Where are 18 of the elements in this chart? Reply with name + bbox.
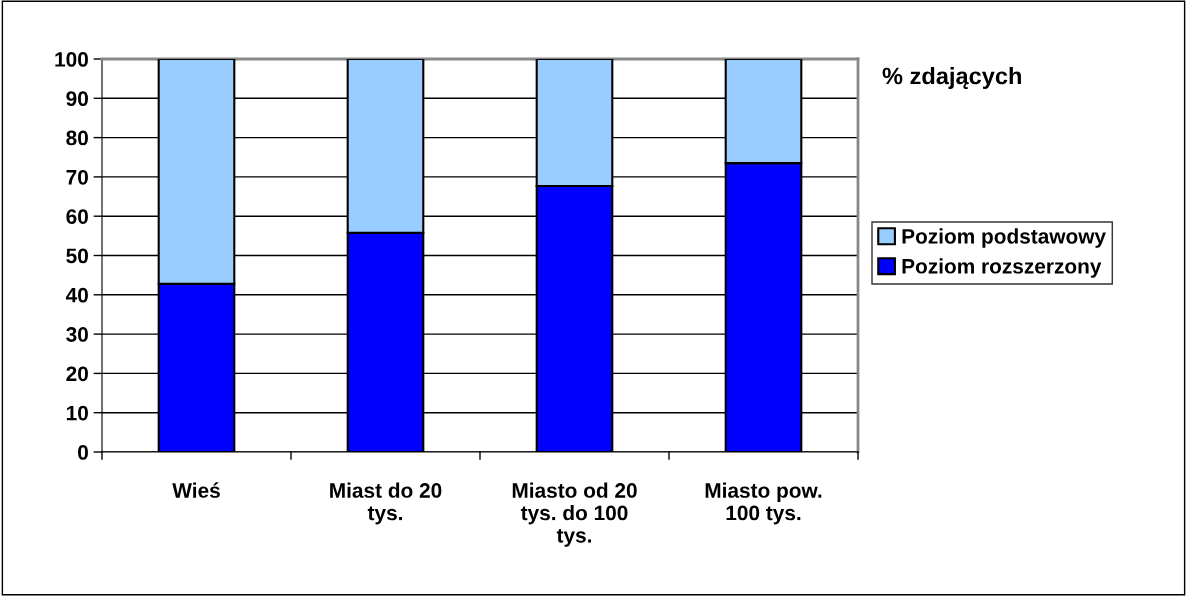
y-tick-label: 70 — [66, 169, 88, 185]
y-tick-label: 60 — [66, 209, 88, 224]
y-tick-label: 40 — [65, 287, 88, 303]
y-tick-label: 0 — [78, 445, 88, 460]
y-tick-label: 20 — [66, 366, 88, 382]
text: % zdających — [882, 67, 1021, 89]
x-tick-label: Miasto pow. 100 tys. — [705, 482, 822, 525]
x-tick-label: Miasto od 20 tys. do 100 tys. — [512, 482, 637, 547]
legend-label: Poziom rozszerzony — [902, 258, 1102, 278]
y-tick-label: 30 — [66, 327, 88, 342]
y-tick-label: 80 — [66, 130, 88, 146]
y-tick-label: 90 — [66, 91, 88, 107]
x-tick-label: Wieś — [172, 482, 220, 498]
y-tick-label: 10 — [66, 405, 88, 421]
y-tick-label: 50 — [66, 248, 88, 264]
x-tick-label: Miast do 20 tys. — [330, 482, 442, 525]
y-tick-label: 100 — [55, 52, 88, 67]
legend-label: Poziom podstawowy — [902, 228, 1106, 248]
